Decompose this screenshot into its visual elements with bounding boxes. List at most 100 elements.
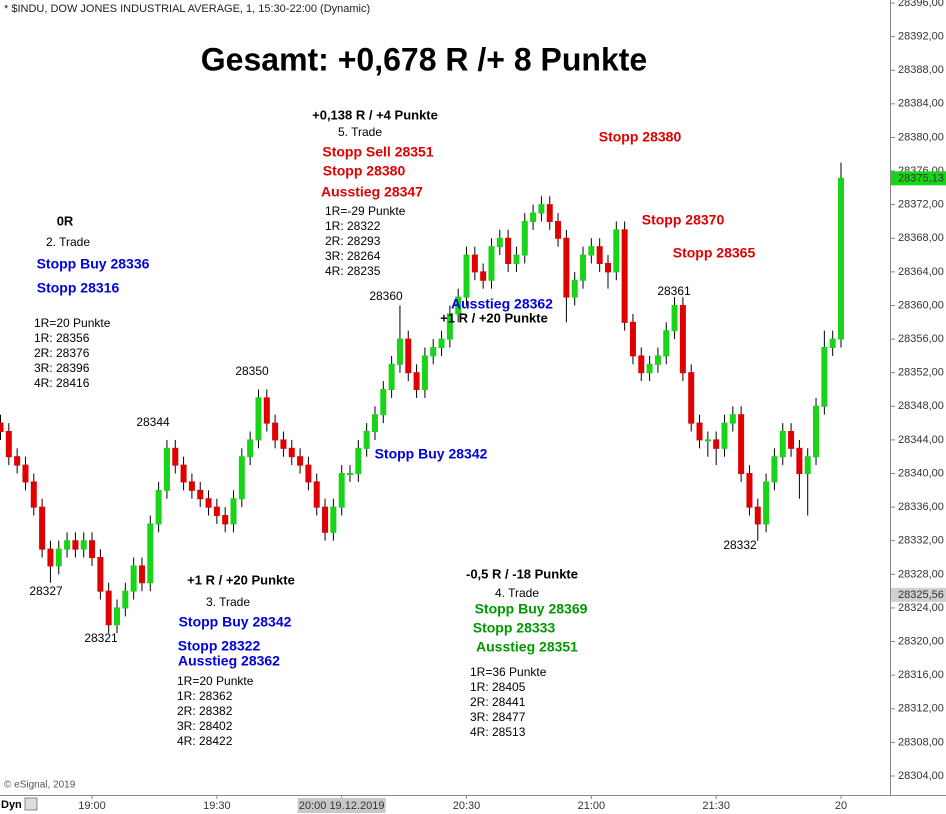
candle-body — [663, 330, 670, 357]
annotation: Stopp 28316 — [37, 280, 120, 296]
candle-body — [288, 447, 295, 458]
candle-body — [688, 372, 695, 424]
candle-body — [297, 456, 304, 466]
annotation: 28327 — [29, 584, 63, 598]
candle-body — [39, 506, 46, 550]
y-tick-label: 28368,00 — [898, 232, 944, 244]
y-tick-label: 28364,00 — [898, 266, 944, 278]
candle-body — [80, 540, 87, 550]
y-tick-label: 28308,00 — [898, 736, 944, 748]
candle-body — [604, 262, 611, 273]
candle-body — [621, 229, 628, 323]
annotation: Ausstieg 28347 — [321, 184, 423, 200]
candle-body — [521, 220, 528, 256]
candle-body — [380, 389, 387, 416]
mode-icon[interactable] — [24, 797, 38, 811]
x-tick-label: 20:00 19.12.2019 — [299, 800, 385, 812]
price-flag — [891, 171, 946, 186]
chart-header: * $INDU, DOW JONES INDUSTRIAL AVERAGE, 1… — [4, 3, 370, 15]
candle-body — [788, 431, 795, 449]
annotation: Stopp 28380 — [599, 129, 682, 145]
candle-body — [213, 506, 220, 517]
price-flag — [891, 587, 946, 602]
candle-body — [396, 338, 403, 365]
mode-label[interactable]: Dyn — [1, 799, 22, 811]
annotation: 28344 — [136, 415, 170, 429]
candle-body — [571, 279, 578, 298]
y-tick-label: 28388,00 — [898, 64, 944, 76]
candle-body — [355, 447, 362, 475]
annotation: 1R: 28405 — [470, 680, 526, 694]
candle-body — [97, 557, 104, 592]
candle-body — [746, 473, 753, 508]
candle-body — [763, 481, 770, 525]
candle-body — [596, 246, 603, 264]
candle-body — [696, 422, 703, 441]
candle-body — [0, 422, 4, 433]
candle-body — [280, 439, 287, 449]
candle-body — [405, 338, 412, 374]
annotation: Stopp Buy 28336 — [37, 256, 150, 272]
annotation: +0,138 R / +4 Punkte — [312, 107, 438, 122]
candle-body — [421, 355, 428, 390]
candle-body — [496, 237, 503, 248]
candle-body — [821, 346, 828, 407]
y-tick-label: 28304,00 — [898, 770, 944, 782]
candle-body — [347, 473, 354, 476]
candle-body — [446, 313, 453, 340]
candle-body — [5, 431, 12, 458]
candle-body — [738, 414, 745, 475]
candle-body — [180, 464, 187, 483]
annotation: 5. Trade — [338, 125, 382, 139]
annotation: 3R: 28396 — [34, 361, 90, 375]
x-tick-label: 19:30 — [203, 800, 231, 812]
candle-body — [105, 590, 112, 626]
x-tick-label: 19:00 — [78, 800, 106, 812]
annotation: 4R: 28513 — [470, 725, 526, 739]
candle-body — [22, 464, 29, 483]
x-tick-label: 20 — [835, 800, 847, 812]
candle-body — [838, 177, 844, 340]
candle-body — [263, 397, 270, 424]
y-tick-label: 28328,00 — [898, 568, 944, 580]
annotation: 1R: 28362 — [177, 689, 233, 703]
candle-body — [363, 431, 370, 449]
candle-body — [754, 506, 761, 525]
y-tick-label: 28348,00 — [898, 400, 944, 412]
candle-body — [813, 405, 820, 458]
y-tick-label: 28372,00 — [898, 199, 944, 211]
candle-body — [671, 304, 678, 332]
candle-body — [64, 540, 71, 550]
y-tick-label: 28396,00 — [898, 0, 944, 9]
candle-body — [530, 212, 537, 222]
candle-body — [238, 456, 245, 500]
annotation: 2R: 28441 — [470, 695, 526, 709]
candle-body — [546, 204, 553, 222]
candle-body — [796, 447, 803, 475]
candle-body — [172, 447, 179, 466]
candle-body — [205, 498, 212, 508]
y-tick-label: 28312,00 — [898, 703, 944, 715]
annotation: 4R: 28416 — [34, 376, 90, 390]
y-tick-label: 28336,00 — [898, 501, 944, 513]
y-tick-label: 28392,00 — [898, 31, 944, 43]
annotation: 4. Trade — [495, 586, 539, 600]
annotation: Stopp Buy 28342 — [375, 446, 488, 462]
candle-body — [147, 523, 154, 584]
x-tick-label: 21:30 — [702, 800, 730, 812]
copyright: © eSignal, 2019 — [4, 780, 76, 791]
annotation: 4R: 28422 — [177, 734, 233, 748]
candle-body — [114, 607, 121, 626]
annotation: 0R — [57, 213, 74, 228]
annotation: 3. Trade — [206, 595, 250, 609]
y-tick-label: 28324,00 — [898, 602, 944, 614]
annotation: 2R: 28376 — [34, 346, 90, 360]
annotation: Stopp 28365 — [673, 245, 756, 261]
candle-body — [230, 498, 237, 525]
annotation: 1R=-29 Punkte — [325, 204, 406, 218]
candle-body — [222, 515, 229, 525]
annotation: 28361 — [657, 284, 691, 298]
x-tick-label: 20:30 — [453, 800, 481, 812]
